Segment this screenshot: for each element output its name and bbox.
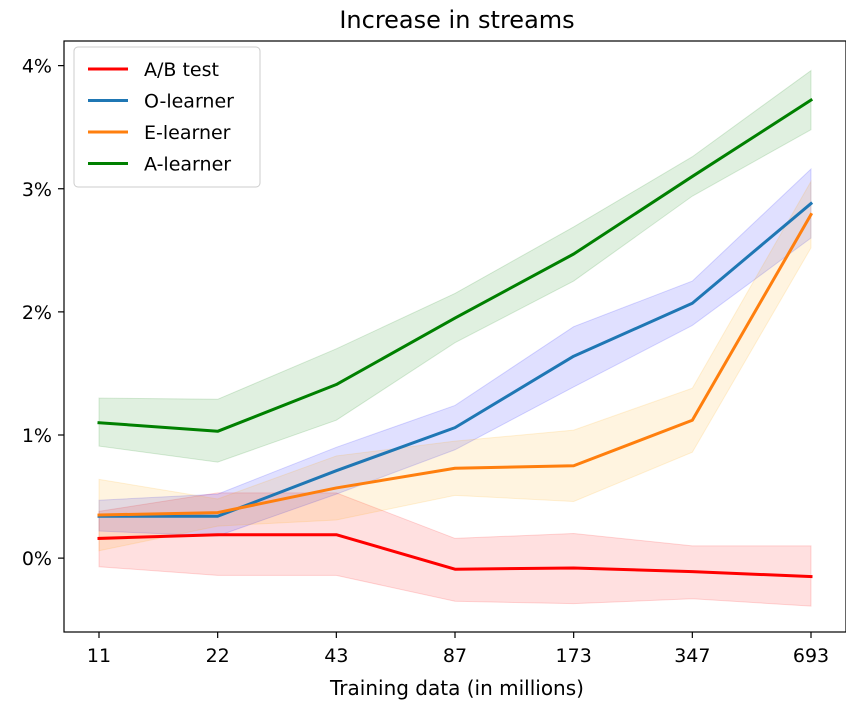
x-tick-label: 347 [674, 645, 710, 667]
y-axis: 0% 1% 2% 3% 4% [22, 56, 64, 570]
chart-title: Increase in streams [339, 6, 574, 34]
confidence-band-1 [98, 167, 812, 537]
confidence-band-3 [98, 69, 812, 463]
x-tick-label: 43 [324, 645, 348, 667]
x-tick-label: 87 [443, 645, 467, 667]
legend: A/B test O-learner E-learner A-learner [73, 46, 261, 188]
x-tick-label: 11 [87, 645, 111, 667]
y-tick-label: 2% [22, 302, 52, 324]
series-lines [97, 98, 814, 579]
y-tick-label: 3% [22, 179, 52, 201]
x-axis: 11 22 43 87 173 347 693 [87, 632, 829, 667]
x-tick-label: 173 [556, 645, 592, 667]
confidence-band-2 [98, 179, 812, 552]
confidence-band-0 [98, 492, 812, 607]
x-tick-label: 693 [793, 645, 829, 667]
legend-label: O-learner [144, 91, 234, 113]
legend-label: A-learner [144, 154, 231, 176]
legend-box [73, 46, 261, 188]
x-tick-label: 22 [206, 645, 230, 667]
legend-label: A/B test [144, 59, 219, 81]
y-tick-label: 1% [22, 425, 52, 447]
y-tick-label: 4% [22, 56, 52, 78]
y-tick-label: 0% [22, 548, 52, 570]
legend-label: E-learner [144, 122, 231, 144]
confidence-bands [98, 69, 812, 607]
x-axis-title: Training data (in millions) [329, 676, 584, 700]
